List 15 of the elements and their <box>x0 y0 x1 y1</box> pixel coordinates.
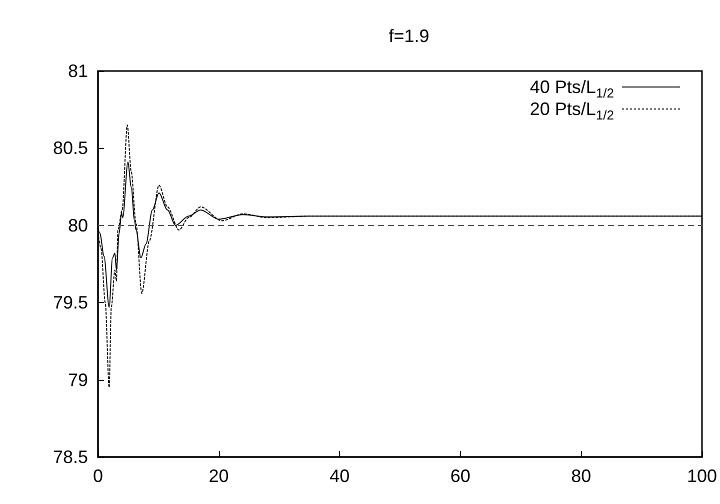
y-tick-label: 78.5 <box>52 447 88 467</box>
x-tick-label: 60 <box>450 466 470 486</box>
x-tick-label: 20 <box>208 466 229 486</box>
chart-title: f=1.9 <box>388 26 430 46</box>
y-tick-label: 80.5 <box>52 138 88 158</box>
legend-label: 40 Pts/L$_{1/2}$ <box>530 76 614 101</box>
x-tick-label: 40 <box>330 466 350 486</box>
y-tick-label: 80 <box>68 215 88 236</box>
x-tick-label: 0 <box>92 466 104 486</box>
legend-label: 20 Pts/L$_{1/2}$ <box>530 98 614 123</box>
x-tick-label: 80 <box>571 466 592 486</box>
y-tick-label: 79 <box>68 370 88 390</box>
x-tick-label: 100 <box>686 466 718 486</box>
y-tick-label: 81 <box>68 61 88 81</box>
y-tick-label: 79.5 <box>52 292 88 313</box>
